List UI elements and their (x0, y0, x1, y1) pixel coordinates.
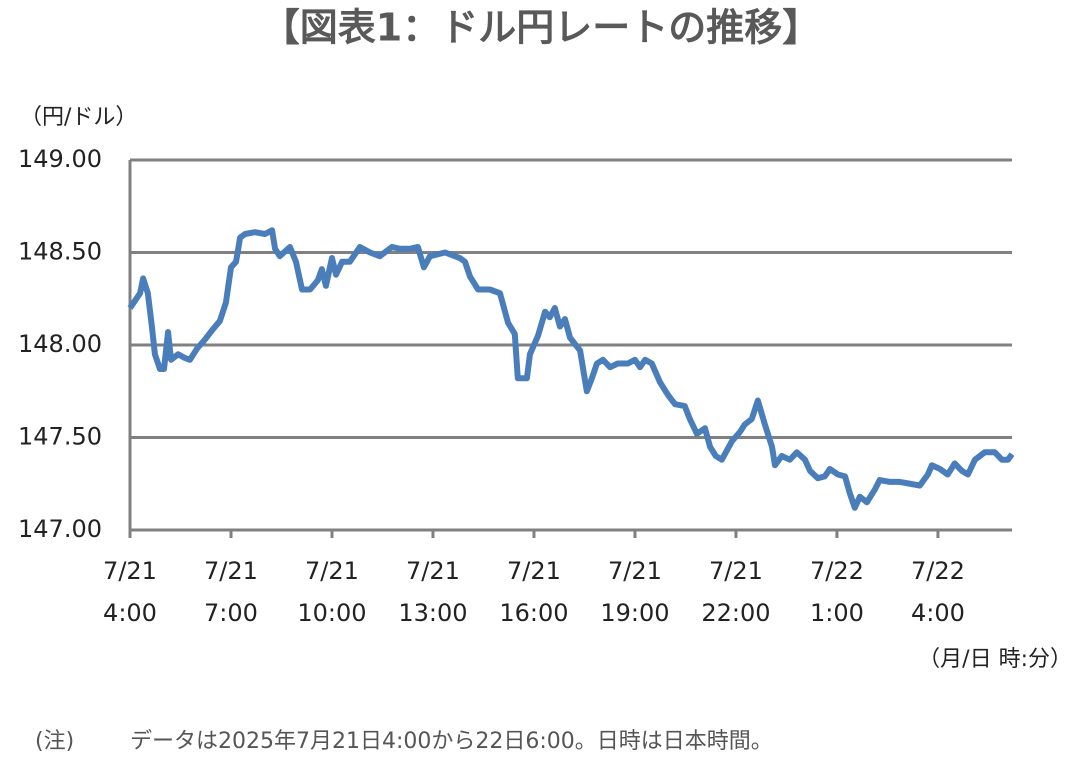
x-tick-label: 7/21 22:00 (701, 557, 771, 627)
x-tick-label: 7/22 1:00 (809, 557, 864, 627)
note-label: (注) (35, 729, 74, 754)
x-tick-label: 7/21 19:00 (600, 557, 670, 627)
y-tick-label: 147.50 (18, 423, 102, 451)
x-tick-label: 7/21 4:00 (103, 557, 157, 627)
y-tick-label: 148.00 (18, 330, 102, 358)
y-tick-label: 147.00 (18, 515, 102, 543)
x-tick-label: 7/21 7:00 (204, 557, 258, 627)
x-tick-label: 7/21 16:00 (499, 557, 569, 627)
x-tick-label: 7/21 13:00 (398, 557, 468, 627)
y-tick-label: 149.00 (18, 145, 102, 173)
line-series (127, 227, 1015, 511)
y-axis-label: （円/ドル） (20, 105, 137, 130)
x-axis-label: （月/日 時:分） (918, 647, 1072, 672)
x-tick-label: 7/21 10:00 (297, 557, 367, 627)
x-tick-label: 7/22 4:00 (910, 557, 965, 627)
note: データは2025年7月21日4:00から22日6:00。日時は日本時間。 (130, 729, 773, 754)
y-tick-label: 148.50 (18, 238, 102, 266)
chart-title: 【図表1：ドル円レートの推移】 (262, 6, 820, 50)
